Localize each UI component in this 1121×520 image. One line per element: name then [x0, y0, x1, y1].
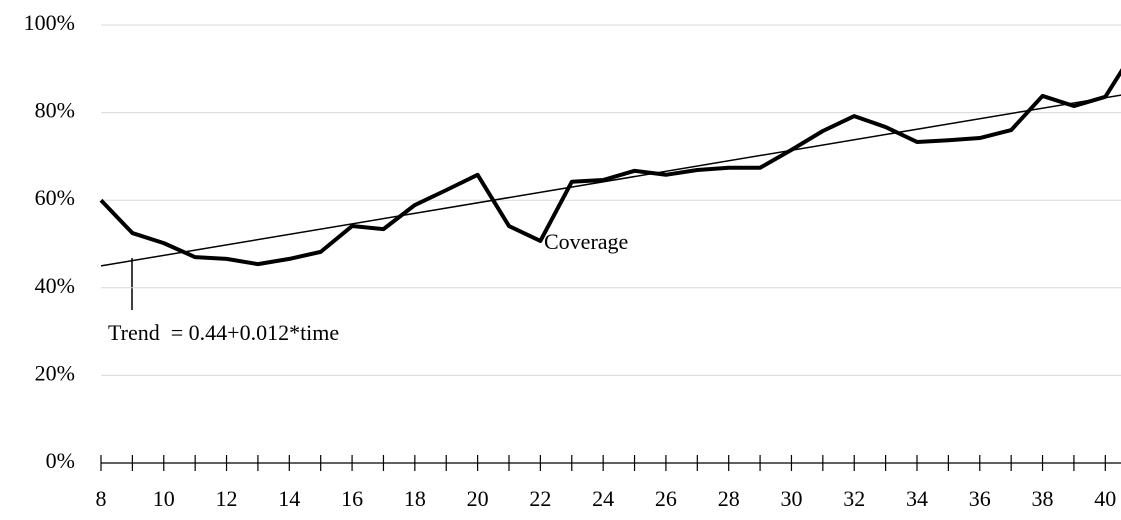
x-tick-label: 18 — [404, 486, 426, 511]
y-tick-label: 60% — [35, 185, 75, 210]
x-tick-label: 34 — [906, 486, 928, 511]
x-tick-label: 40 — [1094, 486, 1116, 511]
y-tick-label: 0% — [46, 448, 75, 473]
x-tick-label: 16 — [341, 486, 363, 511]
y-tick-label: 40% — [35, 273, 75, 298]
x-tick-label: 38 — [1032, 486, 1054, 511]
x-tick-label: 12 — [216, 486, 238, 511]
trend-line — [100, 94, 1121, 267]
x-tick-label: 14 — [278, 486, 300, 511]
y-tick-label: 80% — [35, 98, 75, 123]
x-tick-label: 22 — [529, 486, 551, 511]
x-tick-label: 32 — [843, 486, 865, 511]
x-tick-label: 36 — [969, 486, 991, 511]
x-tick-label: 26 — [655, 486, 677, 511]
series-label: Coverage — [544, 229, 628, 254]
x-tick-label: 24 — [592, 486, 614, 511]
x-tick-label: 20 — [467, 486, 489, 511]
y-tick-label: 100% — [24, 10, 75, 35]
y-tick-label: 20% — [35, 360, 75, 385]
x-tick-label: 10 — [153, 486, 175, 511]
series-label: Trend = 0.44+0.012*time — [108, 320, 339, 345]
x-tick-label: 28 — [718, 486, 740, 511]
x-tick-label: 8 — [96, 486, 107, 511]
x-tick-label: 30 — [780, 486, 802, 511]
data-line — [99, 68, 1121, 267]
